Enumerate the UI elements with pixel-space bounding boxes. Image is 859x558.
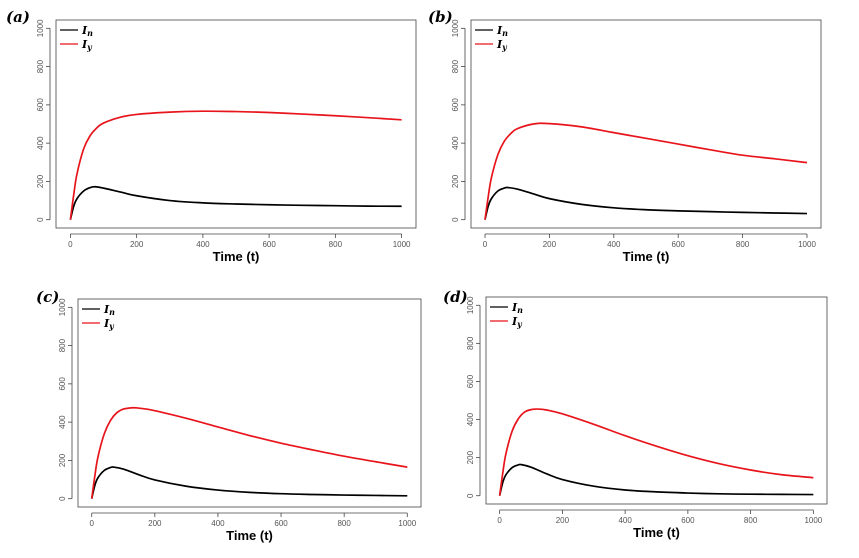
x-tick-label: 800 bbox=[329, 240, 343, 249]
panel-label: (c) bbox=[36, 288, 59, 306]
legend-entry: Iy bbox=[496, 38, 508, 52]
y-tick-label: 400 bbox=[58, 415, 67, 429]
y-tick-label: 200 bbox=[451, 174, 460, 188]
x-tick-label: 800 bbox=[736, 240, 750, 249]
series-line-iy bbox=[69, 110, 402, 220]
y-tick-label: 800 bbox=[58, 338, 67, 352]
panel-label: (b) bbox=[428, 8, 453, 26]
chart-panel-b: (b) 0 200 400 600 800 1000 0 200 400 600 800 1000 Tim… bbox=[428, 8, 822, 264]
chart-panel-d: (d) 0 200 400 600 800 1000 0 200 400 600 800 1000 Tim… bbox=[443, 288, 828, 540]
y-tick-label: 0 bbox=[58, 496, 67, 501]
x-tick-label: 800 bbox=[337, 519, 351, 528]
legend-entry: In bbox=[511, 301, 523, 315]
x-tick-label: 0 bbox=[497, 516, 502, 525]
y-tick-label: 400 bbox=[466, 412, 475, 426]
x-tick-label: 400 bbox=[196, 240, 210, 249]
x-tick-label: 400 bbox=[607, 240, 621, 249]
x-axis-label: Time (t) bbox=[633, 525, 680, 540]
x-tick-label: 1000 bbox=[393, 240, 411, 249]
y-tick-label: 800 bbox=[451, 59, 460, 73]
y-tick-label: 400 bbox=[451, 136, 460, 150]
x-tick-label: 0 bbox=[89, 519, 94, 528]
series-line-iy bbox=[498, 408, 814, 496]
chart-panel-a: (a) 0 200 400 600 800 1000 0 200 400 600 800 1000 Tim… bbox=[6, 8, 417, 264]
x-tick-label: 1000 bbox=[798, 240, 816, 249]
plot-frame bbox=[55, 19, 417, 229]
x-tick-label: 600 bbox=[672, 240, 686, 249]
y-tick-label: 200 bbox=[466, 450, 475, 464]
x-tick-label: 1000 bbox=[804, 516, 822, 525]
y-tick-label: 800 bbox=[36, 59, 45, 73]
x-tick-label: 200 bbox=[130, 240, 144, 249]
panel-label: (d) bbox=[443, 288, 468, 306]
x-tick-label: 200 bbox=[556, 516, 570, 525]
y-tick-label: 0 bbox=[451, 217, 460, 222]
x-tick-label: 0 bbox=[483, 240, 488, 249]
legend-entry: In bbox=[496, 24, 508, 38]
y-tick-label: 600 bbox=[58, 377, 67, 391]
series-line-in bbox=[498, 463, 814, 496]
y-tick-label: 800 bbox=[466, 336, 475, 350]
y-tick-label: 200 bbox=[58, 453, 67, 467]
x-tick-label: 800 bbox=[744, 516, 758, 525]
legend-entry: Iy bbox=[81, 38, 93, 52]
x-axis-label: Time (t) bbox=[226, 528, 273, 543]
plot-frame bbox=[470, 19, 822, 229]
x-axis-label: Time (t) bbox=[623, 249, 670, 264]
x-tick-label: 1000 bbox=[398, 519, 416, 528]
x-tick-label: 0 bbox=[68, 240, 73, 249]
chart-panel-c: (c) 0 200 400 600 800 1000 0 200 400 600 800 1000 Tim… bbox=[36, 288, 422, 543]
y-tick-label: 1000 bbox=[58, 298, 67, 316]
y-tick-label: 400 bbox=[36, 136, 45, 150]
series-line-iy bbox=[90, 406, 408, 499]
series-line-in bbox=[90, 466, 408, 499]
plot-frame bbox=[485, 296, 828, 505]
y-tick-label: 600 bbox=[451, 98, 460, 112]
y-tick-label: 600 bbox=[466, 374, 475, 388]
y-tick-label: 0 bbox=[466, 493, 475, 498]
plot-frame bbox=[77, 298, 422, 508]
legend-entry: In bbox=[103, 303, 115, 317]
series-line-in bbox=[484, 186, 808, 220]
series-line-in bbox=[69, 185, 402, 220]
panel-label: (a) bbox=[6, 8, 30, 26]
y-tick-label: 1000 bbox=[466, 296, 475, 314]
y-tick-label: 1000 bbox=[36, 19, 45, 37]
x-tick-label: 400 bbox=[211, 519, 225, 528]
y-tick-label: 0 bbox=[36, 217, 45, 222]
legend-entry: In bbox=[81, 24, 93, 38]
x-tick-label: 200 bbox=[543, 240, 557, 249]
series-line-iy bbox=[484, 122, 808, 220]
legend-entry: Iy bbox=[103, 317, 115, 331]
x-tick-label: 600 bbox=[262, 240, 276, 249]
x-axis-label: Time (t) bbox=[213, 249, 260, 264]
y-tick-label: 1000 bbox=[451, 19, 460, 37]
x-tick-label: 600 bbox=[274, 519, 288, 528]
x-tick-label: 200 bbox=[148, 519, 162, 528]
legend-entry: Iy bbox=[511, 315, 523, 329]
y-tick-label: 600 bbox=[36, 98, 45, 112]
x-tick-label: 400 bbox=[618, 516, 632, 525]
panels: (a) 0 200 400 600 800 1000 0 200 400 600 800 1000 Tim… bbox=[6, 8, 828, 543]
y-tick-label: 200 bbox=[36, 174, 45, 188]
x-tick-label: 600 bbox=[681, 516, 695, 525]
